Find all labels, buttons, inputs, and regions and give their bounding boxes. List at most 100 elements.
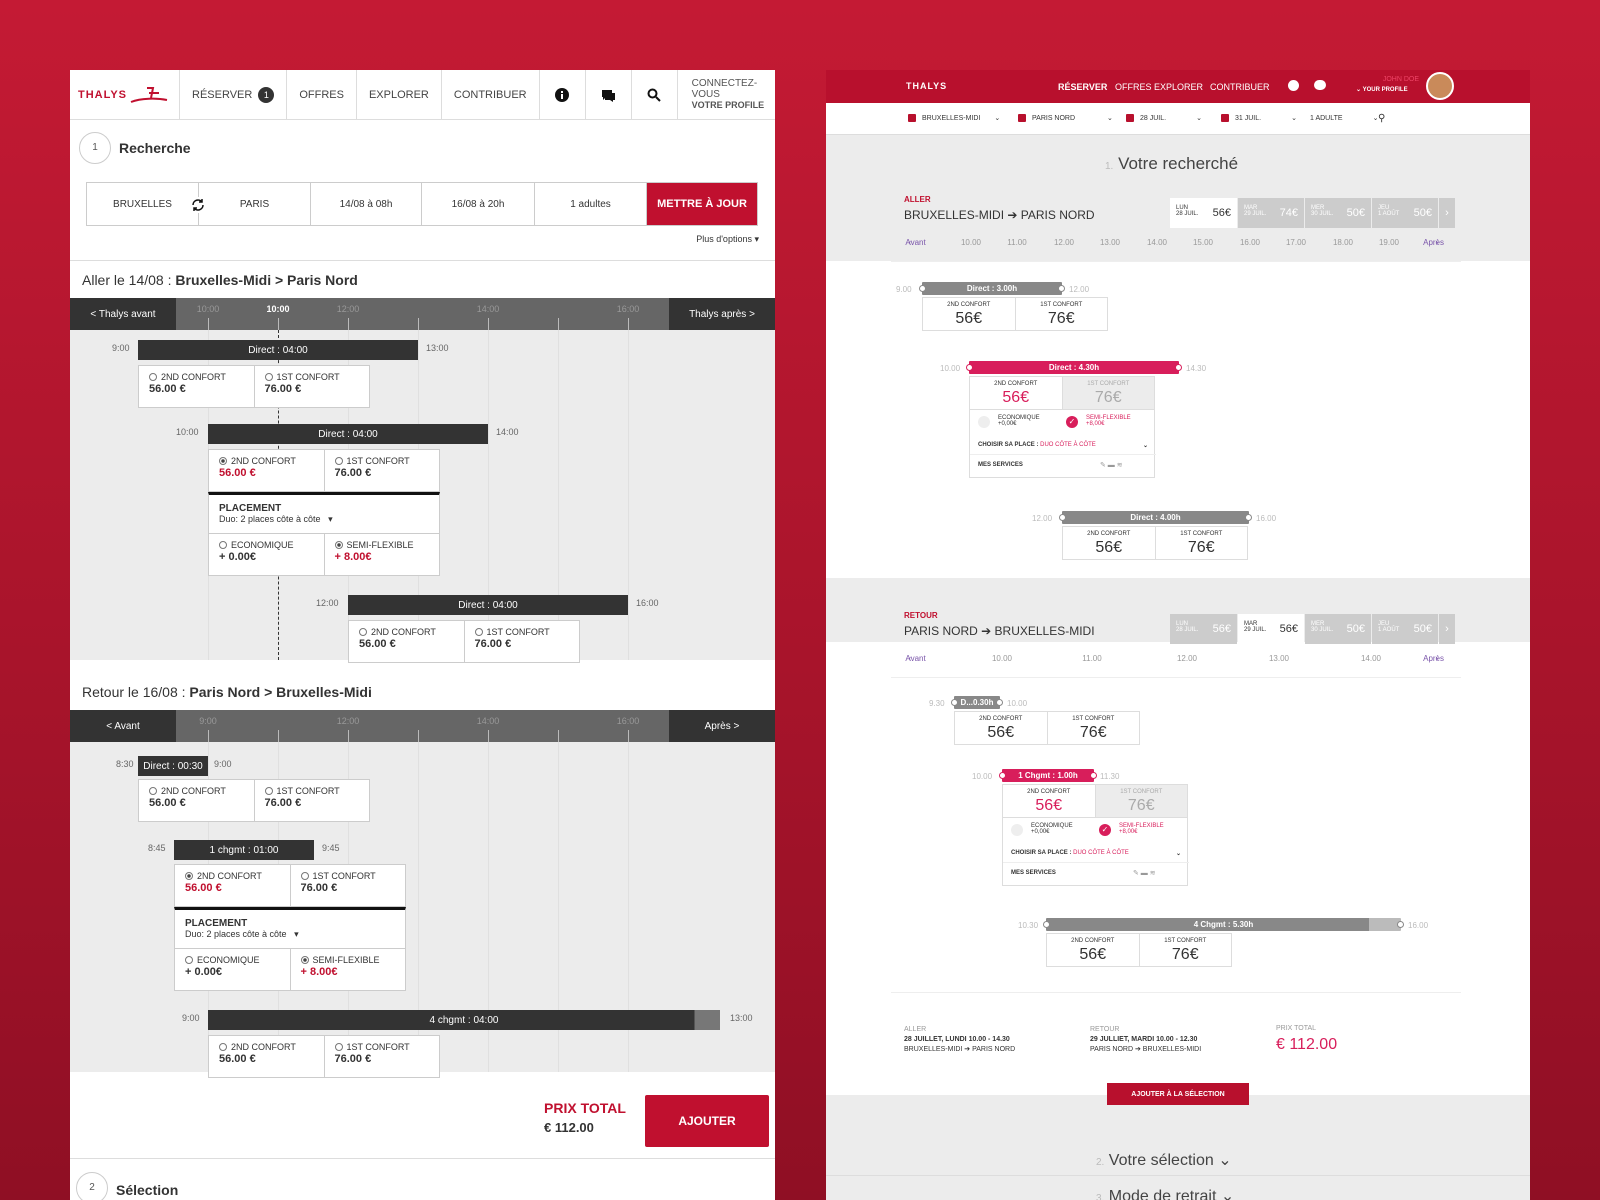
economique-radio[interactable] [978, 416, 990, 428]
retour-field[interactable]: 16/08 à 20h [422, 183, 535, 225]
profile-menu[interactable]: ⌄ YOUR PROFILE [1356, 87, 1408, 93]
fare-option[interactable]: 1ST CONFORT 76€ [1095, 785, 1187, 817]
from-field[interactable]: BRUXELLES [87, 183, 206, 225]
trip-bar[interactable]: Direct : 04:00 [348, 595, 628, 615]
depart-field[interactable]: 14/08 à 08h [311, 183, 422, 225]
fare-option[interactable]: 1ST CONFORT 76€ [1164, 938, 1207, 963]
login-link[interactable]: CONNECTEZ-VOUS VOTRE PROFILE [691, 78, 765, 110]
fare-option[interactable]: 2ND CONFORT 56.00 € [349, 621, 465, 662]
tariff-option-selected[interactable]: SEMI-FLEXIBLE + 8.00€ [300, 955, 380, 978]
chat-icon[interactable] [1314, 80, 1326, 90]
next-link[interactable]: Après › [1423, 654, 1445, 663]
step-mode-retrait[interactable]: 3. Mode de retrait ⌄ [1096, 1188, 1235, 1200]
trip-bar[interactable]: 1 chgmt : 01:00 [174, 840, 314, 860]
fare-option[interactable]: 2ND CONFORT 56.00 € [139, 366, 255, 407]
info-icon[interactable] [1288, 80, 1299, 91]
search-icon[interactable] [632, 70, 678, 120]
day-tab[interactable]: LUN 28 JUIL. 56€ [1170, 614, 1237, 644]
prev-trains-button[interactable]: < Thalys avant [70, 298, 176, 330]
fare-option[interactable]: 2ND CONFORT 56€ [1063, 527, 1156, 559]
thalys-logo[interactable]: THALYS [906, 81, 948, 91]
next-trains-button[interactable]: Thalys après > [669, 298, 775, 330]
trip-bar[interactable]: Direct : 3.00h [919, 282, 1065, 295]
return-date-field[interactable]: 31 JUIL. ⌄ [1221, 114, 1297, 122]
fare-option[interactable]: 1ST CONFORT 76.00 € [334, 1042, 410, 1065]
trip-bar-selected[interactable]: 1 Chgmt : 1.00h [999, 769, 1097, 782]
fare-option[interactable]: 2ND CONFORT 56€ [955, 712, 1048, 744]
trip-bar[interactable]: Direct : 00:30 [138, 756, 208, 776]
add-button[interactable]: AJOUTER [645, 1095, 769, 1147]
fare-option[interactable]: 2ND CONFORT 56€ [923, 298, 1016, 330]
trip-bar[interactable]: 4 chgmt : 04:00 [208, 1010, 720, 1030]
nav-offres[interactable]: OFFRES [287, 70, 357, 120]
fare-option[interactable]: 1ST CONFORT 76.00 € [300, 871, 376, 894]
avatar[interactable] [1426, 72, 1454, 100]
tariff-option[interactable]: ECONOMIQUE + 0.00€ [209, 534, 325, 575]
nav-contribuer[interactable]: CONTRIBUER [442, 70, 540, 120]
day-tab[interactable]: JEU 1 AOÛT 50€ [1372, 614, 1438, 644]
nav-explorer[interactable]: EXPLORER [357, 70, 442, 120]
nav-reserver[interactable]: RÉSERVER 1 [180, 70, 288, 120]
chat-icon[interactable] [586, 70, 632, 120]
fare-option[interactable]: 1ST CONFORT 76.00 € [334, 456, 410, 479]
from-field[interactable]: BRUXELLES-MIDI ⌄ [908, 114, 1000, 122]
search-icon[interactable]: ⚲ [1378, 113, 1386, 124]
next-days-arrow[interactable]: › [1439, 614, 1455, 644]
trip-bar[interactable]: Direct : 4.00h [1059, 511, 1252, 524]
add-to-selection-button-face[interactable]: AJOUTER À LA SÉLECTION [1107, 1083, 1249, 1105]
depart-date-field[interactable]: 28 JUIL. ⌄ [1126, 114, 1202, 122]
fare-option-selected[interactable]: 2ND CONFORT 56.00 € [175, 865, 291, 906]
seat-select[interactable]: CHOISIR SA PLACE : DUO CÔTE À CÔTE ⌄ [1011, 850, 1181, 857]
fare-option[interactable]: 1ST CONFORT 76€ [1072, 716, 1115, 741]
next-trains-button[interactable]: Après > [669, 710, 775, 742]
trip-bar[interactable]: Direct : 04:00 [208, 424, 488, 444]
day-tab[interactable]: MAR 29 JUIL. 74€ [1238, 198, 1304, 228]
step-votre-selection[interactable]: 2. Votre sélection ⌄ [1096, 1152, 1232, 1169]
fare-option-selected[interactable]: 2ND CONFORT 56€ [1003, 785, 1096, 817]
prev-trains-button[interactable]: < Avant [70, 710, 176, 742]
placement-select[interactable]: PLACEMENT Duo: 2 places côte à côte ▾ [174, 907, 406, 949]
day-tab[interactable]: MAR 29 JUIL. 56€ [1238, 614, 1304, 644]
trip-bar[interactable]: D...0.30h [951, 696, 1003, 709]
tariff-option-selected[interactable]: SEMI-FLEXIBLE + 8.00€ [334, 540, 414, 563]
fare-option[interactable]: 1ST CONFORT 76.00 € [264, 372, 340, 395]
thalys-logo[interactable]: THALYS [70, 70, 180, 120]
passengers-field[interactable]: 1 adultes [535, 183, 647, 225]
day-tab[interactable]: MER 30 JUIL. 50€ [1305, 614, 1371, 644]
fare-option-selected[interactable]: 2ND CONFORT 56.00 € [209, 450, 325, 491]
day-tab[interactable]: MER 30 JUIL. 50€ [1305, 198, 1371, 228]
placement-select[interactable]: PLACEMENT Duo: 2 places côte à côte ▾ [208, 492, 440, 534]
prev-link[interactable]: ‹ Avant [905, 238, 926, 247]
prev-link[interactable]: ‹ Avant [905, 654, 926, 663]
tariff-option[interactable]: ECONOMIQUE + 0.00€ [175, 949, 291, 990]
day-tab[interactable]: JEU 1 AOÛT 50€ [1372, 198, 1438, 228]
info-icon[interactable] [540, 70, 586, 120]
fare-option[interactable]: 2ND CONFORT 56.00 € [209, 1036, 325, 1077]
more-options-link[interactable]: Plus d'options ▾ [696, 234, 759, 244]
day-tab[interactable]: LUN 28 JUIL. 56€ [1170, 198, 1237, 228]
fare-option[interactable]: 1ST CONFORT 76€ [1180, 531, 1223, 556]
to-field[interactable]: PARIS [199, 183, 311, 225]
fare-option[interactable]: 1ST CONFORT 76€ [1040, 302, 1083, 327]
nav-explorer[interactable]: EXPLORER [1154, 82, 1204, 92]
fare-option[interactable]: 1ST CONFORT 76€ [1062, 377, 1154, 409]
trip-bar-selected[interactable]: Direct : 4.30h [966, 361, 1182, 374]
swap-icon[interactable] [190, 197, 206, 213]
passengers-field[interactable]: 1 ADULTE ⌄ [1310, 114, 1379, 123]
check-icon[interactable]: ✓ [1066, 416, 1078, 428]
fare-option[interactable]: 2ND CONFORT 56€ [1047, 934, 1140, 966]
seat-select[interactable]: CHOISIR SA PLACE : DUO CÔTE À CÔTE ⌄ [978, 442, 1148, 449]
trip-bar[interactable]: Direct : 04:00 [138, 340, 418, 360]
fare-option-selected[interactable]: 2ND CONFORT 56€ [970, 377, 1063, 409]
economique-radio[interactable] [1011, 824, 1023, 836]
check-icon[interactable]: ✓ [1099, 824, 1111, 836]
fare-option[interactable]: 1ST CONFORT 76.00 € [264, 786, 340, 809]
nav-offres[interactable]: OFFRES [1115, 82, 1152, 92]
to-field[interactable]: PARIS NORD ⌄ [1018, 114, 1113, 122]
nav-reserver[interactable]: RÉSERVER [1058, 82, 1108, 92]
update-button[interactable]: METTRE À JOUR [647, 183, 757, 225]
nav-contribuer[interactable]: CONTRIBUER [1210, 82, 1270, 92]
next-link[interactable]: Après › [1423, 238, 1445, 247]
fare-option[interactable]: 2ND CONFORT 56.00 € [139, 780, 255, 821]
trip-bar[interactable]: 4 Chgmt : 5.30h [1043, 918, 1404, 931]
